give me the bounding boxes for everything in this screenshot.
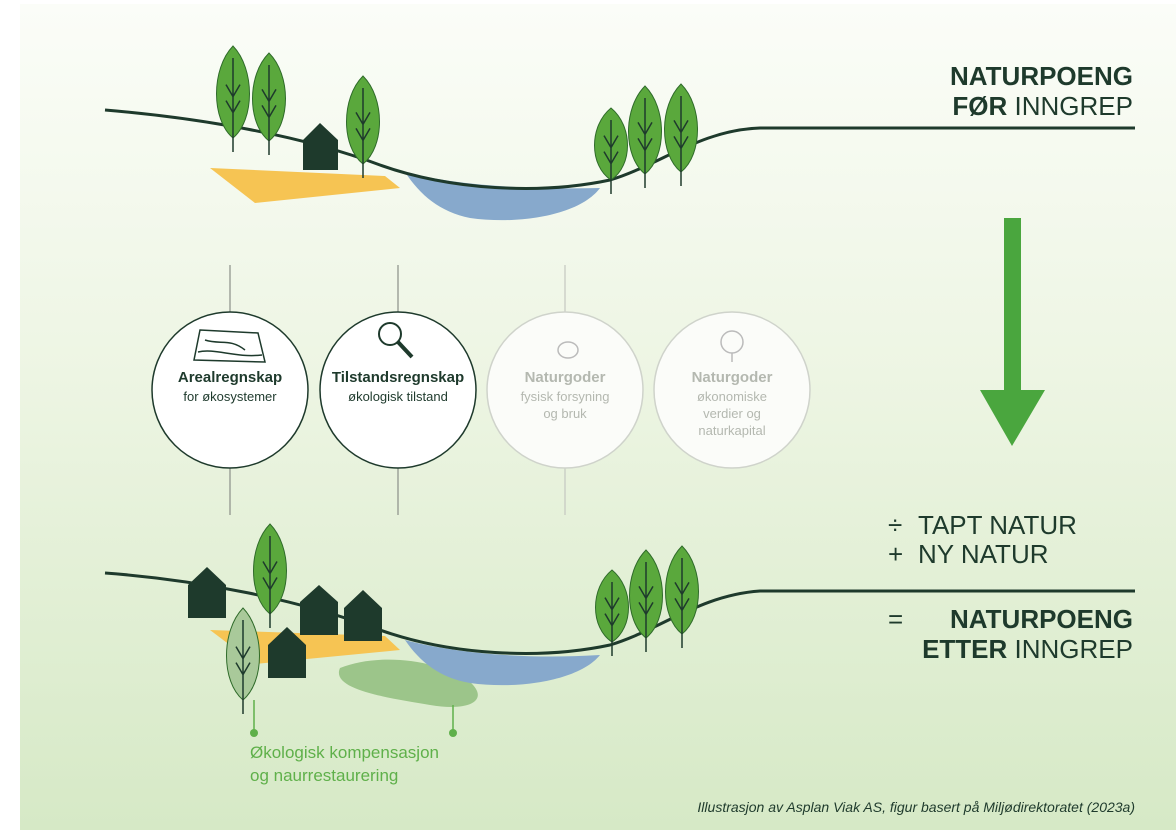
- circle-text: og bruk: [543, 406, 587, 421]
- result-rest: INNGREP: [1015, 634, 1133, 664]
- annotation-line: og naurrestaurering: [250, 766, 398, 785]
- result-line1: NATURPOENG: [950, 604, 1133, 634]
- header-bold: FØR: [952, 91, 1007, 121]
- plus-symbol: +: [888, 539, 903, 569]
- circle-text: naturkapital: [698, 423, 765, 438]
- circle-text: økologisk tilstand: [348, 389, 448, 404]
- equals-symbol: =: [888, 604, 903, 634]
- plus-text: NY NATUR: [918, 539, 1049, 569]
- circle-naturgoder-2: Naturgoder økonomiske verdier og naturka…: [654, 312, 810, 468]
- circle-title: Naturgoder: [525, 369, 606, 386]
- circle-text: økonomiske: [697, 389, 767, 404]
- page: NATURPOENG FØR INNGREP Arealregnskap for…: [0, 0, 1176, 830]
- circle-title: Arealregnskap: [178, 369, 282, 386]
- circle-naturgoder-1: Naturgoder fysisk forsyning og bruk: [487, 312, 643, 468]
- circle-text: fysisk forsyning: [521, 389, 610, 404]
- result-line2: ETTER INNGREP: [922, 634, 1133, 664]
- annotation-line: Økologisk kompensasjon: [250, 743, 439, 762]
- pointer-dot: [449, 729, 457, 737]
- minus-symbol: ÷: [888, 510, 902, 540]
- caption: Illustrasjon av Asplan Viak AS, figur ba…: [697, 799, 1135, 815]
- circle-text: verdier og: [703, 406, 761, 421]
- diagram: NATURPOENG FØR INNGREP Arealregnskap for…: [0, 0, 1176, 830]
- header-line1: NATURPOENG: [950, 61, 1133, 91]
- header-line2: FØR INNGREP: [952, 91, 1133, 121]
- result-bold: ETTER: [922, 634, 1007, 664]
- header-rest: INNGREP: [1015, 91, 1133, 121]
- circle-title: Naturgoder: [692, 369, 773, 386]
- circle-title: Tilstandsregnskap: [332, 369, 464, 386]
- circle-text: for økosystemer: [183, 389, 277, 404]
- pointer-dot: [250, 729, 258, 737]
- circle-tilstand: Tilstandsregnskap økologisk tilstand: [320, 312, 476, 468]
- minus-text: TAPT NATUR: [918, 510, 1077, 540]
- circle-areal: Arealregnskap for økosystemer: [152, 312, 308, 468]
